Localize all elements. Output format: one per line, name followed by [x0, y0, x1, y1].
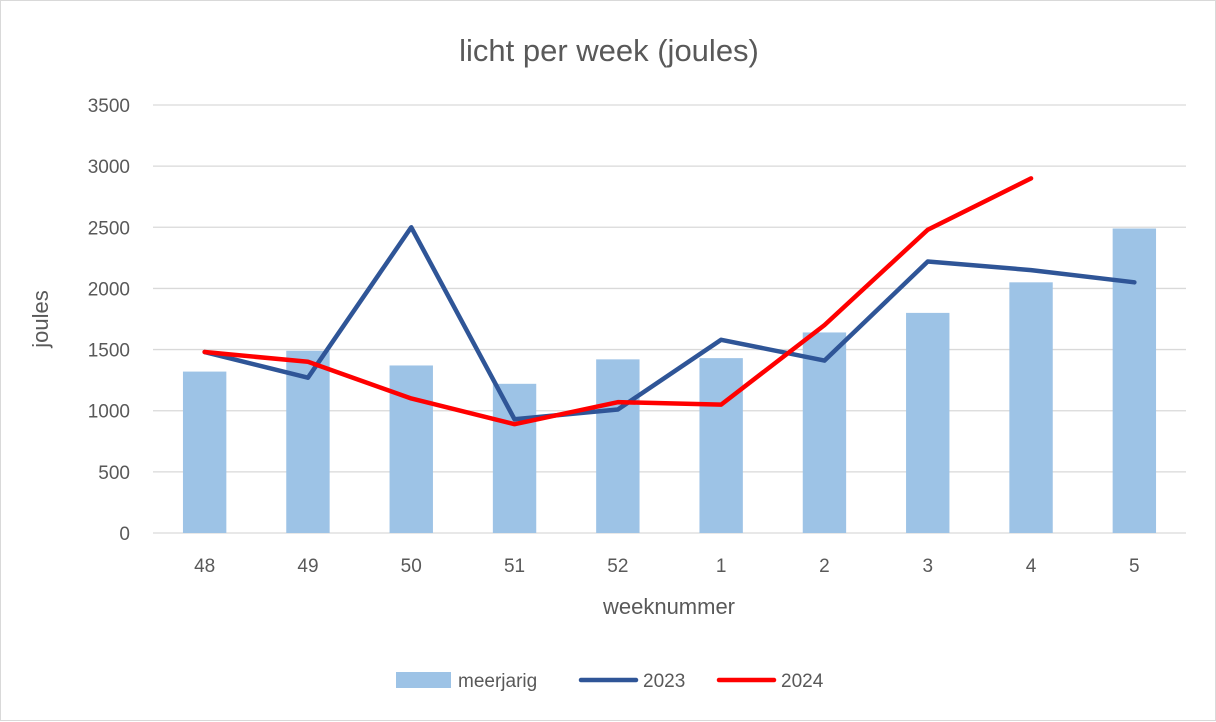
- legend-label: 2024: [781, 671, 824, 692]
- legend-swatch-meerjarig: [396, 672, 451, 688]
- line-series: [205, 178, 1135, 424]
- y-tick-label: 0: [119, 524, 130, 545]
- x-tick-label: 49: [297, 556, 318, 577]
- x-tick-label: 48: [194, 556, 215, 577]
- y-tick-label: 3000: [88, 157, 130, 178]
- legend-label: 2023: [643, 671, 685, 692]
- y-tick-label: 2500: [88, 218, 130, 239]
- bar-meerjarig-4: [1009, 282, 1052, 533]
- y-axis-title: joules: [28, 290, 53, 348]
- x-axis-ticks: 48 49 50 51 52 1 2 3 4 5: [194, 556, 1140, 577]
- line-series-2023: [205, 227, 1135, 419]
- bar-meerjarig-48: [183, 372, 226, 533]
- x-tick-label: 3: [922, 556, 933, 577]
- bar-meerjarig-50: [390, 365, 433, 533]
- x-tick-label: 51: [504, 556, 525, 577]
- bar-meerjarig-3: [906, 313, 949, 533]
- bar-meerjarig-51: [493, 384, 536, 533]
- x-tick-label: 2: [819, 556, 830, 577]
- y-tick-label: 500: [98, 463, 130, 484]
- y-tick-label: 1000: [88, 402, 130, 423]
- bar-meerjarig-52: [596, 359, 639, 533]
- legend-label: meerjarig: [458, 671, 537, 692]
- chart-title: licht per week (joules): [459, 33, 759, 68]
- legend: meerjarig 2023 2024: [396, 671, 824, 692]
- x-axis-title: weeknummer: [602, 594, 735, 619]
- x-tick-label: 5: [1129, 556, 1140, 577]
- y-tick-label: 2000: [88, 279, 130, 300]
- bar-series: [183, 229, 1156, 533]
- x-tick-label: 1: [716, 556, 727, 577]
- x-tick-label: 52: [607, 556, 628, 577]
- y-tick-label: 1500: [88, 341, 130, 362]
- y-tick-label: 3500: [88, 96, 130, 117]
- y-axis-ticks: 0 500 1000 1500 2000 2500 3000 3500: [88, 96, 130, 545]
- x-tick-label: 4: [1026, 556, 1037, 577]
- x-tick-label: 50: [401, 556, 422, 577]
- bar-meerjarig-1: [699, 358, 742, 533]
- bar-meerjarig-5: [1113, 229, 1156, 533]
